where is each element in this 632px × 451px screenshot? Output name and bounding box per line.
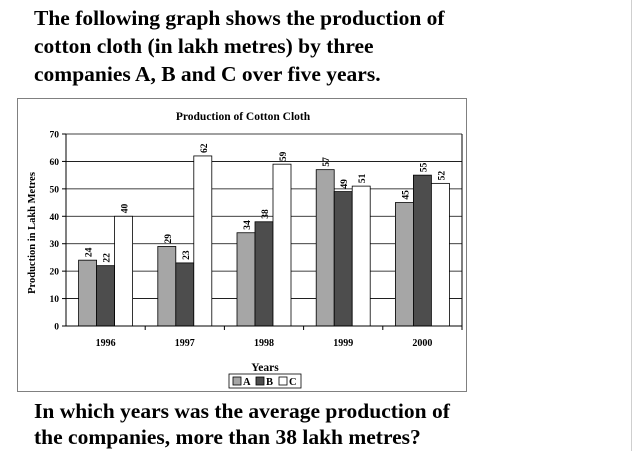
legend: A B C <box>228 373 302 389</box>
bar-a-1998 <box>236 232 256 327</box>
data-label: 51 <box>358 173 368 183</box>
y-tick-label: 50 <box>50 185 60 195</box>
bars <box>78 155 450 327</box>
bar-c-1998 <box>272 163 292 327</box>
bar-b-1996 <box>96 265 115 327</box>
bar-b-2000 <box>412 174 432 327</box>
legend-label-a: A <box>243 377 251 388</box>
data-label: 40 <box>121 204 131 214</box>
question-intro: The following graph shows the production… <box>34 4 520 116</box>
data-label: 34 <box>243 220 253 230</box>
question-intro-line-3: companies A, B and C over five years. <box>34 62 381 86</box>
production-bar-chart: Production of Cotton Cloth Production in… <box>27 111 463 389</box>
bar-c-1996 <box>114 215 133 327</box>
data-label: 57 <box>322 157 332 167</box>
question-intro-line-1: The following graph shows the production… <box>34 6 445 30</box>
bar-a-1996 <box>78 259 97 327</box>
x-axis-label: Years <box>251 362 279 374</box>
bar-c-2000 <box>430 182 450 327</box>
question-body-line-2: the companies, more than 38 lakh metres? <box>34 425 421 449</box>
y-tick-label: 30 <box>50 240 60 250</box>
legend-swatch-c <box>278 376 288 386</box>
y-tick-label: 60 <box>50 158 60 168</box>
y-tick-label: 40 <box>50 213 60 223</box>
bar-a-1997 <box>157 246 177 327</box>
data-label: 23 <box>182 250 192 260</box>
data-labels: 24 22 40 29 23 62 34 38 59 57 49 51 45 55 52 <box>85 143 448 262</box>
legend-swatch-b <box>255 376 265 386</box>
chart-frame: Production of Cotton Cloth Production in… <box>17 98 467 392</box>
x-tick-label: 1996 <box>96 338 116 349</box>
data-label: 52 <box>437 171 447 181</box>
legend-label-c: C <box>289 377 297 388</box>
bar-b-1998 <box>254 221 274 327</box>
x-tick-label: 1999 <box>333 338 353 349</box>
data-label: 29 <box>164 234 174 244</box>
y-tick-label: 70 <box>50 131 60 141</box>
question-body: In which years was the average productio… <box>34 398 520 450</box>
y-tick-label: 0 <box>54 323 59 333</box>
data-label: 22 <box>103 253 113 263</box>
data-label: 24 <box>85 247 95 257</box>
question-body-line-1: In which years was the average productio… <box>34 399 450 423</box>
bar-a-1999 <box>315 169 335 327</box>
bar-b-1997 <box>175 262 195 327</box>
y-axis-label: Production in Lakh Metres <box>27 172 38 294</box>
data-label: 55 <box>419 162 429 172</box>
axes: 0 10 20 30 40 50 60 70 1996 1997 1998 1999 2000 <box>50 131 463 349</box>
legend-swatch-a <box>232 376 242 386</box>
y-tick-label: 10 <box>50 295 60 305</box>
bar-c-1997 <box>193 155 213 327</box>
data-label: 59 <box>279 151 289 161</box>
question-intro-line-2: cotton cloth (in lakh metres) by three <box>34 34 374 58</box>
legend-label-b: B <box>266 377 273 388</box>
chart-title: Production of Cotton Cloth <box>176 111 311 123</box>
x-tick-label: 2000 <box>412 338 432 349</box>
bar-b-1999 <box>333 191 353 327</box>
data-label: 49 <box>340 179 350 189</box>
x-tick-label: 1997 <box>175 338 195 349</box>
bar-c-1999 <box>351 185 371 327</box>
data-label: 62 <box>200 143 210 153</box>
y-tick-label: 20 <box>50 268 60 278</box>
bar-a-2000 <box>394 202 414 327</box>
data-label: 38 <box>261 209 271 219</box>
data-label: 45 <box>401 190 411 200</box>
x-tick-label: 1998 <box>254 338 274 349</box>
